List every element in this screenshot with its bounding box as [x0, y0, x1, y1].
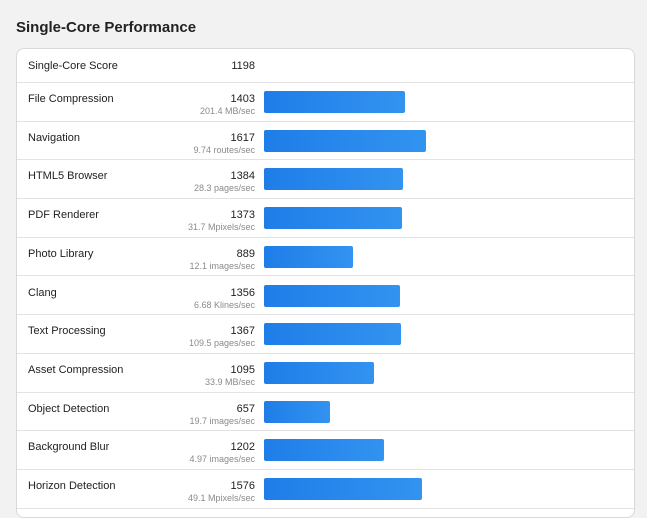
benchmark-score: 1403	[230, 93, 255, 105]
benchmark-name: File Compression	[28, 93, 114, 105]
benchmark-score: 657	[236, 402, 255, 415]
benchmark-name: Asset Compression	[28, 363, 124, 376]
benchmark-row: File Compression 1403 201.4 MB/sec	[17, 83, 634, 122]
score-bar	[264, 168, 403, 191]
benchmark-row: Asset Compression 1095 33.9 MB/sec	[17, 354, 634, 393]
benchmark-name: Text Processing	[28, 325, 106, 338]
benchmark-throughput: 201.4 MB/sec	[199, 106, 255, 116]
benchmark-name: HTML5 Browser	[28, 170, 108, 183]
summary-score: 1198	[231, 60, 255, 72]
benchmark-score: 889	[236, 247, 255, 260]
benchmark-name: Navigation	[28, 131, 80, 144]
score-bar	[264, 439, 384, 462]
benchmark-throughput: 4.97 images/sec	[189, 454, 255, 465]
benchmark-name: PDF Renderer	[28, 209, 99, 222]
benchmark-throughput: 28.3 pages/sec	[193, 183, 255, 194]
benchmark-row: HTML5 Browser 1384 28.3 pages/sec	[17, 160, 634, 200]
summary-row: Single-Core Score 1198	[17, 49, 634, 83]
benchmark-score: 1617	[230, 131, 255, 144]
score-bar	[264, 91, 405, 113]
benchmark-score: 1202	[230, 441, 255, 454]
benchmark-score: 1384	[230, 170, 255, 183]
benchmark-row: Clang 1356 6.68 Klines/sec	[17, 277, 634, 316]
score-bar	[264, 129, 426, 152]
benchmark-row: Object Detection 657 19.7 images/sec	[17, 393, 634, 432]
score-bar	[264, 207, 402, 230]
benchmark-row: Photo Library 889 12.1 images/sec	[17, 238, 634, 277]
benchmark-throughput: 49.1 Mpixels/sec	[187, 493, 255, 503]
score-bar	[264, 400, 330, 423]
results-table: Single-Core Score 1198 File Compression 1…	[16, 48, 635, 518]
benchmark-score: 1095	[230, 363, 255, 376]
page-title: Single-Core Performance	[16, 19, 197, 36]
benchmark-throughput: 12.1 images/sec	[189, 260, 255, 271]
score-bar	[264, 284, 400, 307]
benchmark-throughput: 9.74 routes/sec	[193, 144, 255, 155]
score-bar	[264, 245, 353, 268]
benchmark-throughput: 109.5 pages/sec	[188, 338, 255, 349]
benchmark-name: Photo Library	[28, 247, 94, 260]
benchmark-throughput: 19.7 images/sec	[189, 415, 255, 426]
benchmark-row: Horizon Detection 1576 49.1 Mpixels/sec	[17, 470, 634, 509]
benchmark-row: PDF Renderer 1373 31.7 Mpixels/sec	[17, 199, 634, 238]
summary-label: Single-Core Score	[28, 60, 118, 72]
benchmark-name: Background Blur	[28, 441, 110, 454]
benchmark-score: 1373	[230, 209, 255, 222]
benchmark-row: Background Blur 1202 4.97 images/sec	[17, 431, 634, 470]
benchmark-score: 1356	[230, 286, 255, 299]
benchmark-score: 1367	[230, 325, 255, 338]
benchmark-throughput: 6.68 Klines/sec	[193, 299, 255, 310]
score-bar	[264, 361, 374, 384]
benchmark-name: Object Detection	[28, 402, 110, 415]
benchmark-row: Navigation 1617 9.74 routes/sec	[17, 122, 634, 161]
benchmark-throughput: 31.7 Mpixels/sec	[187, 222, 255, 233]
score-bar	[264, 323, 401, 346]
benchmark-score: 1576	[230, 480, 255, 492]
benchmark-name: Horizon Detection	[28, 480, 116, 492]
benchmark-row: Text Processing 1367 109.5 pages/sec	[17, 315, 634, 354]
score-bar	[264, 478, 422, 500]
benchmark-throughput: 33.9 MB/sec	[204, 376, 255, 387]
benchmark-name: Clang	[28, 286, 57, 299]
